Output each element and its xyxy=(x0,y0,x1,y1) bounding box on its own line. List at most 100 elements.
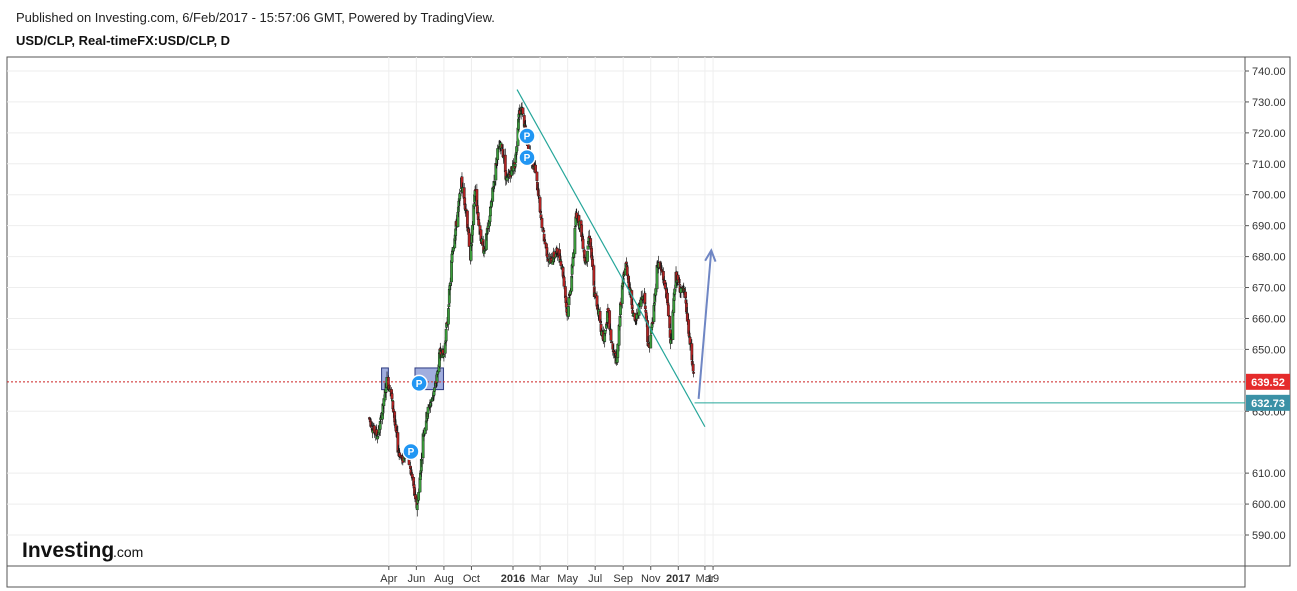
candle-down xyxy=(395,430,398,433)
candle-down xyxy=(467,232,471,247)
published-caption: Published on Investing.com, 6/Feb/2017 -… xyxy=(16,10,495,25)
y-tick-label: 690.00 xyxy=(1252,221,1286,233)
candle-down xyxy=(391,400,395,410)
candle-up xyxy=(616,343,620,358)
price-axis xyxy=(1244,56,1291,567)
candle-down xyxy=(599,321,603,324)
candle-up xyxy=(514,152,518,156)
candle-down xyxy=(589,238,593,248)
candle-up xyxy=(419,458,423,472)
event-marker-label: P xyxy=(408,447,415,458)
y-tick-label: 740.00 xyxy=(1252,66,1286,78)
candle-up xyxy=(573,225,577,228)
x-tick-label: May xyxy=(557,573,578,585)
candle-up xyxy=(489,206,492,217)
candle-up xyxy=(456,212,460,227)
trendline xyxy=(516,89,706,428)
x-tick-label: 2017 xyxy=(666,573,690,585)
y-tick-label: 720.00 xyxy=(1252,128,1286,140)
candle-up xyxy=(586,250,589,262)
forecast-arrow xyxy=(697,250,713,399)
candle-down xyxy=(661,271,665,281)
candle-up xyxy=(669,339,673,344)
candle-up xyxy=(378,420,382,430)
candle-down xyxy=(687,332,691,337)
candle-down xyxy=(475,189,479,207)
candle-down xyxy=(465,210,469,228)
candle-down xyxy=(391,408,395,412)
x-tick-label: Mar xyxy=(531,573,550,585)
candle-down xyxy=(651,321,654,324)
candle-up xyxy=(672,298,676,313)
candle-down xyxy=(410,473,414,478)
candle-up xyxy=(652,305,656,322)
candle-down xyxy=(369,425,373,428)
candle-down xyxy=(546,260,550,262)
candle-up xyxy=(447,304,451,307)
forecast-arrow-head xyxy=(704,248,717,262)
candle-down xyxy=(625,266,629,276)
candle-down xyxy=(398,452,402,457)
plot-frame xyxy=(6,56,1246,567)
candle-down xyxy=(581,238,585,249)
candle-up xyxy=(567,306,570,317)
grid xyxy=(7,57,1245,566)
candle-down xyxy=(564,296,568,303)
candle-down xyxy=(537,194,541,197)
event-marker-label: P xyxy=(524,153,531,164)
candle-down xyxy=(562,276,566,287)
candle-down xyxy=(634,319,638,321)
candle-down xyxy=(463,197,467,206)
x-tick-label: Aug xyxy=(434,573,454,585)
candle-down xyxy=(666,304,670,317)
candle-up xyxy=(417,492,421,501)
candle-down xyxy=(610,341,613,343)
candle-up xyxy=(458,193,462,200)
candle-up xyxy=(484,233,488,250)
drawings xyxy=(7,89,1245,428)
candle-up xyxy=(435,373,439,383)
x-tick-label: Mar xyxy=(695,573,714,585)
candle-up xyxy=(391,399,394,402)
candle-up xyxy=(447,289,451,304)
candle-down xyxy=(666,292,669,304)
candle-down xyxy=(590,255,594,260)
candle-up xyxy=(426,406,430,414)
candle-up xyxy=(584,261,588,264)
event-marker xyxy=(518,127,536,145)
candle-down xyxy=(563,286,567,298)
candle-up xyxy=(450,260,453,283)
candle-up xyxy=(443,342,447,354)
candle-down xyxy=(690,343,694,361)
x-tick-label: Jul xyxy=(588,573,602,585)
candle-up xyxy=(619,303,622,316)
candle-down xyxy=(464,208,468,211)
candle-down xyxy=(460,176,464,188)
time-axis xyxy=(6,565,1246,588)
candle-up xyxy=(652,302,656,306)
candle-down xyxy=(684,299,688,304)
candle-up xyxy=(472,203,476,207)
candle-down xyxy=(559,261,563,266)
candle-up xyxy=(454,228,458,236)
candle-down xyxy=(539,214,543,219)
y-tick-label: 590.00 xyxy=(1252,530,1286,542)
logo-suffix: .com xyxy=(113,544,143,560)
candle-down xyxy=(521,107,525,115)
x-tick-label: 2016 xyxy=(501,573,525,585)
candle-down xyxy=(535,171,539,181)
candle-down xyxy=(543,239,547,242)
candle-down xyxy=(481,239,485,246)
candle-up xyxy=(567,297,571,306)
candle-down xyxy=(682,289,686,291)
candle-down xyxy=(643,305,647,310)
y-tick-label: 600.00 xyxy=(1252,499,1286,511)
candle-down xyxy=(692,372,696,374)
candle-down xyxy=(390,393,394,399)
y-tick-label: 670.00 xyxy=(1252,283,1286,295)
candle-up xyxy=(444,328,448,342)
candle-down xyxy=(630,304,634,310)
candle-down xyxy=(678,283,682,286)
y-tick-label: 730.00 xyxy=(1252,97,1286,109)
